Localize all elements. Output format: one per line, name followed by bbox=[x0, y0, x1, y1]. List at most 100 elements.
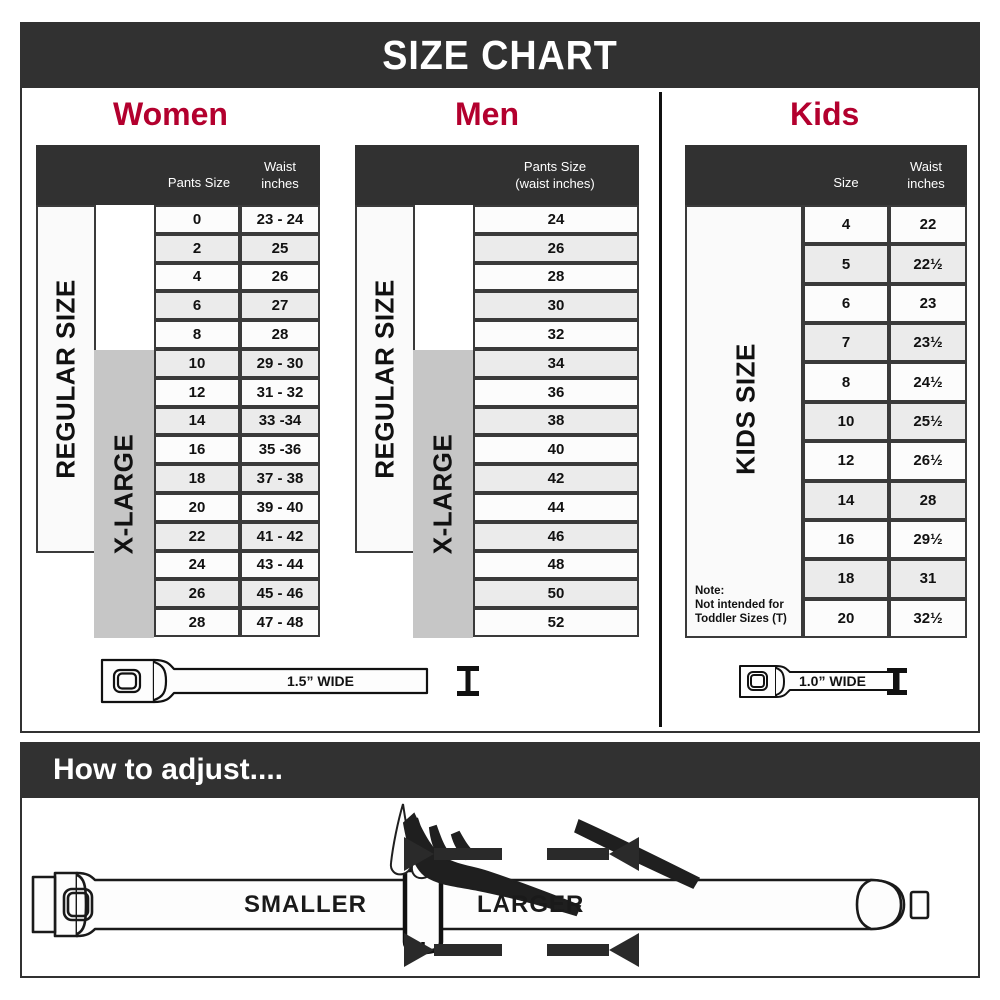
belt-width-dimension-marker bbox=[457, 666, 479, 696]
table-row: 30 bbox=[355, 291, 639, 321]
table-cell-waist: 29 - 30 bbox=[240, 349, 320, 378]
page-title-bar: SIZE CHART bbox=[20, 22, 980, 88]
label-larger: LARGER bbox=[477, 891, 585, 918]
table-cell-size: 34 bbox=[473, 349, 639, 378]
table-cell-size: 16 bbox=[154, 435, 240, 465]
table-cell-size: 10 bbox=[154, 349, 240, 378]
table-cell-size: 24 bbox=[473, 205, 639, 234]
table-cell-waist: 23 - 24 bbox=[240, 205, 320, 234]
table-row: 0 23 - 24 bbox=[36, 205, 320, 234]
table-cell-size: 44 bbox=[473, 493, 639, 522]
table-cell-waist: 26 bbox=[240, 262, 320, 292]
table-row: 26 45 - 46 bbox=[36, 579, 320, 609]
women-header-pants-size: Pants Size bbox=[167, 175, 231, 190]
table-row: 6 23 bbox=[685, 283, 967, 324]
men-header-waist-inches: (waist inches) bbox=[515, 176, 595, 191]
table-cell-size: 5 bbox=[803, 244, 889, 284]
table-cell-size: 46 bbox=[473, 521, 639, 551]
section-title-kids: Kids bbox=[790, 96, 860, 132]
table-cell-size: 4 bbox=[803, 205, 889, 245]
table-cell-waist: 25½ bbox=[889, 401, 967, 442]
table-cell-waist: 27 bbox=[240, 291, 320, 321]
table-row: 16 29½ bbox=[685, 519, 967, 560]
table-cell-size: 36 bbox=[473, 377, 639, 407]
table-cell-size: 7 bbox=[803, 323, 889, 363]
table-cell-size: 2 bbox=[154, 233, 240, 263]
table-row: 52 bbox=[355, 608, 639, 637]
table-cell-size: 38 bbox=[473, 406, 639, 436]
table-cell-size: 18 bbox=[803, 559, 889, 599]
kids-note: Note: Not intended for Toddler Sizes (T) bbox=[695, 585, 787, 625]
table-cell-waist: 24½ bbox=[889, 362, 967, 402]
table-cell-waist: 43 - 44 bbox=[240, 550, 320, 580]
table-cell-size: 0 bbox=[154, 205, 240, 234]
table-cell-size: 28 bbox=[473, 262, 639, 292]
how-to-adjust-panel: SMALLER LARGER bbox=[20, 798, 980, 978]
table-row: 4 26 bbox=[36, 262, 320, 292]
table-cell-size: 24 bbox=[154, 550, 240, 580]
table-row: 28 47 - 48 bbox=[36, 608, 320, 637]
table-row: 40 bbox=[355, 435, 639, 465]
table-cell-size: 20 bbox=[803, 598, 889, 638]
kids-header-inches: inches bbox=[907, 176, 945, 191]
table-row: 18 31 bbox=[685, 559, 967, 599]
table-row: 36 bbox=[355, 377, 639, 407]
table-row: 5 22½ bbox=[685, 244, 967, 284]
kids-size-table: Size Waist inches KIDS SIZE Note: Not in… bbox=[685, 145, 967, 638]
table-cell-size: 40 bbox=[473, 435, 639, 465]
table-row: 46 bbox=[355, 521, 639, 551]
table-row: 6 27 bbox=[36, 291, 320, 321]
table-row: 32 bbox=[355, 320, 639, 349]
table-cell-size: 12 bbox=[154, 377, 240, 407]
table-row: 4 22 bbox=[685, 205, 967, 245]
table-cell-waist: 25 bbox=[240, 233, 320, 263]
table-cell-waist: 28 bbox=[889, 480, 967, 520]
page-title: SIZE CHART bbox=[382, 31, 618, 78]
table-cell-size: 10 bbox=[803, 401, 889, 442]
table-cell-size: 48 bbox=[473, 550, 639, 580]
table-cell-size: 18 bbox=[154, 464, 240, 493]
belt-adult-svg bbox=[100, 658, 479, 704]
men-header-pants-size: Pants Size bbox=[523, 159, 587, 174]
men-table-header: Pants Size (waist inches) bbox=[355, 145, 639, 205]
table-row: 20 32½ bbox=[685, 598, 967, 638]
table-row: 48 bbox=[355, 550, 639, 580]
table-cell-waist: 29½ bbox=[889, 519, 967, 560]
table-row: 12 26½ bbox=[685, 441, 967, 481]
belt-adult-width-label: 1.5” WIDE bbox=[287, 673, 354, 689]
table-cell-size: 52 bbox=[473, 608, 639, 637]
table-cell-size: 6 bbox=[154, 291, 240, 321]
table-cell-size: 6 bbox=[803, 283, 889, 324]
table-row: 20 39 - 40 bbox=[36, 493, 320, 522]
women-table-header: Pants Size Waist inches bbox=[36, 145, 320, 205]
table-cell-size: 50 bbox=[473, 579, 639, 609]
table-cell-size: 26 bbox=[154, 579, 240, 609]
table-cell-waist: 45 - 46 bbox=[240, 579, 320, 609]
table-cell-waist: 26½ bbox=[889, 441, 967, 481]
table-cell-waist: 23½ bbox=[889, 323, 967, 363]
table-cell-waist: 39 - 40 bbox=[240, 493, 320, 522]
table-cell-size: 4 bbox=[154, 262, 240, 292]
table-row: 18 37 - 38 bbox=[36, 464, 320, 493]
table-row: 8 24½ bbox=[685, 362, 967, 402]
table-cell-size: 28 bbox=[154, 608, 240, 637]
table-cell-waist: 22 bbox=[889, 205, 967, 245]
arrow-right-top-icon bbox=[547, 837, 639, 871]
table-cell-size: 12 bbox=[803, 441, 889, 481]
table-row: 8 28 bbox=[36, 320, 320, 349]
table-row: 7 23½ bbox=[685, 323, 967, 363]
table-cell-size: 14 bbox=[154, 406, 240, 436]
table-cell-size: 16 bbox=[803, 519, 889, 560]
table-cell-size: 8 bbox=[154, 320, 240, 349]
table-cell-waist: 37 - 38 bbox=[240, 464, 320, 493]
table-row: 22 41 - 42 bbox=[36, 521, 320, 551]
belt-kids-width-label: 1.0” WIDE bbox=[799, 673, 866, 689]
table-row: 24 bbox=[355, 205, 639, 234]
men-group-regular-size: REGULAR SIZE bbox=[355, 205, 415, 553]
table-cell-size: 26 bbox=[473, 233, 639, 263]
belt-kids-dimension-marker bbox=[887, 668, 907, 695]
adjust-belt-svg bbox=[31, 803, 930, 967]
women-header-inches: inches bbox=[261, 176, 299, 191]
table-cell-size: 42 bbox=[473, 464, 639, 493]
